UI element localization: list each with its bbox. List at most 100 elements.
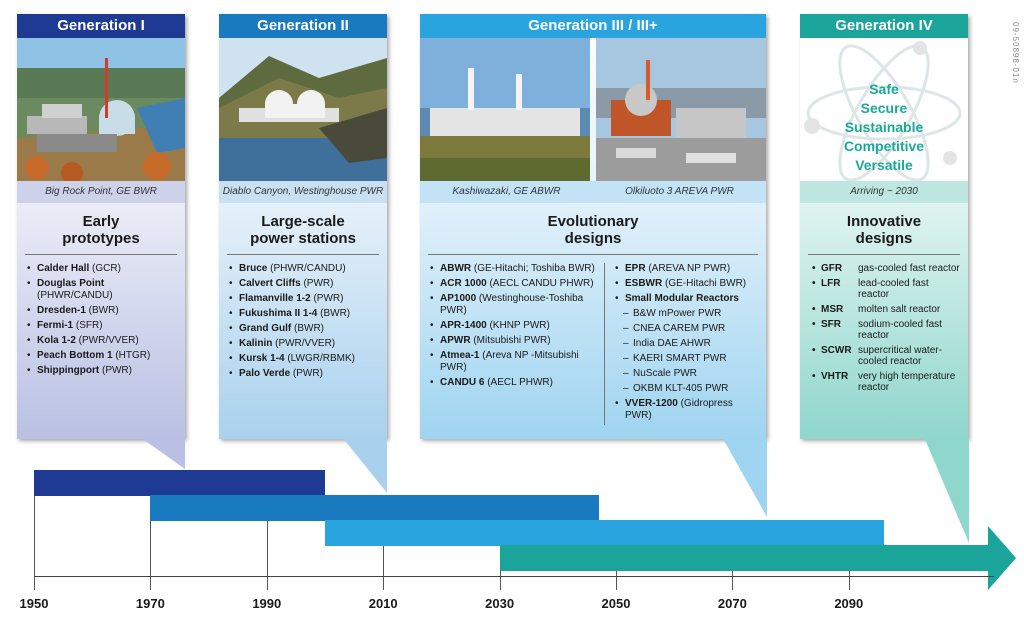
list-item: VVER-1200 (Gidropress PWR) [615, 398, 760, 422]
year-label: 2050 [601, 596, 631, 611]
benefit-label: Secure [860, 100, 908, 116]
gen1-header: Generation I [17, 14, 185, 38]
reactor-name: Kola 1-2 [37, 335, 76, 346]
reactor-type: (SFR) [73, 320, 103, 331]
gen3-list-right: EPR (AREVA NP PWR) ESBWR (GE-Hitachi BWR)… [605, 263, 766, 425]
reactor-name: Atmea-1 [440, 350, 480, 361]
list-item: Grand Gulf (BWR) [229, 323, 381, 335]
reactor-code: SCWR [812, 345, 858, 367]
list-item: ABWR (GE-Hitachi; Toshiba BWR) [430, 263, 600, 275]
gen2-divider [227, 254, 379, 255]
reactor-description: molten salt reactor [858, 304, 941, 315]
document-code: 09-50898-01n [1011, 22, 1020, 84]
reactor-type: (BWR) [85, 305, 119, 316]
big-rock-point-plant-image [17, 38, 185, 181]
year-label: 2070 [717, 596, 747, 611]
timeline-bar [325, 520, 884, 546]
gen3-caption-right: Olkiluoto 3 AREVA PWR [625, 186, 734, 197]
reactor-description: sodium-cooled fast reactor [858, 319, 942, 341]
list-item: Calvert Cliffs (PWR) [229, 278, 381, 290]
list-item: CANDU 6 (AECL PHWR) [430, 377, 600, 389]
gen2-title: Large-scale power stations [250, 213, 356, 247]
reactor-type: (PWR) [300, 278, 334, 289]
reactor-description: gas-cooled fast reactor [858, 263, 960, 274]
reactor-name: Fermi-1 [37, 320, 74, 331]
list-item: Small Modular Reactors [615, 293, 760, 305]
year-label: 2030 [485, 596, 515, 611]
reactor-name: ESBWR [625, 278, 663, 289]
reactor-type: (PWR/VVER) [272, 338, 336, 349]
reactor-description: supercritical water-cooled reactor [858, 345, 942, 367]
gen1-list: Calder Hall (GCR) Douglas Point (PHWR/CAN… [17, 263, 185, 377]
reactor-type: (Mitsubishi PWR) [470, 335, 551, 346]
list-item: KAERI SMART PWR [615, 353, 760, 365]
gen2-header: Generation II [219, 14, 387, 38]
reactor-type: (AECL PHWR) [484, 377, 553, 388]
timeline-bar [34, 470, 325, 496]
reactor-name: Small Modular Reactors [625, 293, 739, 304]
timeline-tick [616, 571, 617, 590]
reactor-type: (GE-Hitachi BWR) [662, 278, 747, 289]
gen1-pointer [140, 437, 185, 469]
list-item: Fermi-1 (SFR) [27, 320, 179, 332]
gen3-title: Evolutionary designs [547, 213, 639, 247]
timeline-bar [499, 545, 988, 571]
gen2-list: Bruce (PHWR/CANDU) Calvert Cliffs (PWR) Fl… [219, 263, 387, 380]
list-item: Flamanville 1-2 (PWR) [229, 293, 381, 305]
gen4-title: Innovative designs [846, 213, 922, 247]
kashiwazaki-plant-image [420, 38, 590, 181]
list-item: Fukushima II 1-4 (BWR) [229, 308, 381, 320]
atom-icon [804, 41, 962, 181]
reactor-type: (PWR) [310, 293, 344, 304]
list-item: Kalinin (PWR/VVER) [229, 338, 381, 350]
benefit-label: Sustainable [844, 119, 924, 135]
reactor-name: Flamanville 1-2 [239, 293, 311, 304]
gen2-photo [219, 38, 387, 181]
reactor-name: Kalinin [239, 338, 273, 349]
reactor-type: (PWR) [290, 368, 323, 379]
list-item: EPR (AREVA NP PWR) [615, 263, 760, 275]
reactor-name: Peach Bottom 1 [37, 350, 113, 361]
reactor-code: GFR [812, 263, 858, 274]
gen3-header: Generation III / III+ [420, 14, 766, 38]
year-label: 2010 [368, 596, 398, 611]
year-label: 1970 [135, 596, 165, 611]
benefit-label: Safe [869, 81, 899, 97]
list-item: Dresden-1 (BWR) [27, 305, 179, 317]
olkiluoto-plant-image [596, 38, 766, 181]
reactor-type: (Areva NP -Mitsubishi PWR) [440, 350, 579, 373]
gen1-photo [17, 38, 185, 181]
gen3-panel: Generation III / III+ Kashiwazaki, GE AB… [420, 14, 766, 439]
gen3-pointer [722, 437, 767, 517]
reactor-type: (PWR) [99, 365, 132, 376]
gen2-caption: Diablo Canyon, Westinghouse PWR [219, 181, 387, 203]
reactor-name: Palo Verde [239, 368, 291, 379]
reactor-name: VVER-1200 [625, 398, 678, 409]
gen4-panel: Generation IV Safe Secure Sustainable Compe… [800, 14, 968, 439]
list-item: ACR 1000 (AECL CANDU PHWR) [430, 278, 600, 290]
gen3-caption-left: Kashiwazaki, GE ABWR [452, 186, 561, 197]
gen4-pointer [924, 437, 969, 543]
reactor-code: MSR [812, 304, 858, 315]
reactor-name: Kursk 1-4 [239, 353, 285, 364]
list-item: Kursk 1-4 (LWGR/RBMK) [229, 353, 381, 365]
reactor-name: EPR [625, 263, 646, 274]
reactor-type: (AECL CANDU PHWR) [486, 278, 594, 289]
list-item: CNEA CAREM PWR [615, 323, 760, 335]
list-item: Shippingport (PWR) [27, 365, 179, 377]
reactor-name: Calder Hall [37, 263, 90, 274]
list-item: Bruce (PHWR/CANDU) [229, 263, 381, 275]
reactor-name: Bruce [239, 263, 268, 274]
reactor-description: lead-cooled fast reactor [858, 278, 929, 300]
list-item: ESBWR (GE-Hitachi BWR) [615, 278, 760, 290]
reactor-type: (GCR) [89, 263, 121, 274]
reactor-type: (PWR/VVER) [75, 335, 139, 346]
benefit-label: Competitive [843, 138, 925, 154]
reactor-type: (KHNP PWR) [486, 320, 550, 331]
gen1-caption: Big Rock Point, GE BWR [17, 181, 185, 203]
